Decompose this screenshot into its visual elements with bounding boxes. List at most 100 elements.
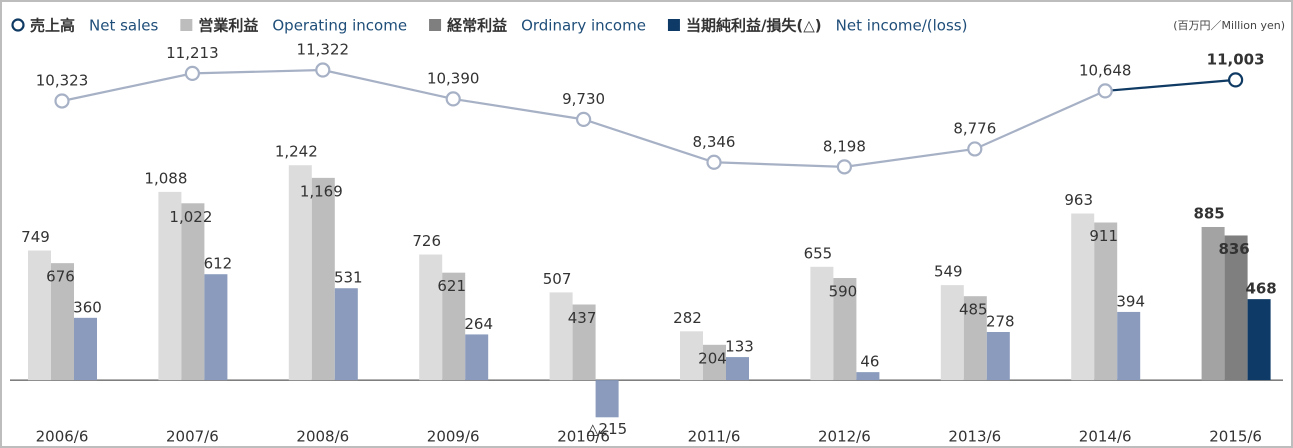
data-label: 9,730 bbox=[562, 90, 605, 108]
line-point bbox=[315, 62, 331, 78]
bar bbox=[833, 278, 857, 381]
bar bbox=[442, 272, 466, 381]
bar bbox=[334, 288, 358, 381]
data-label: 46 bbox=[860, 353, 879, 371]
bar bbox=[158, 191, 182, 381]
x-tick-label: 2008/6 bbox=[296, 428, 349, 446]
line-point bbox=[1097, 83, 1113, 99]
data-label: 655 bbox=[804, 244, 833, 262]
data-label: 1,242 bbox=[275, 143, 318, 161]
bar bbox=[572, 304, 596, 381]
bar bbox=[204, 274, 228, 381]
data-label: 749 bbox=[21, 228, 50, 246]
line-point bbox=[575, 111, 592, 127]
bar bbox=[311, 177, 335, 381]
bar bbox=[963, 296, 987, 381]
legend-label: 売上高 bbox=[30, 17, 75, 35]
data-label: 8,346 bbox=[693, 133, 736, 151]
data-label: 360 bbox=[73, 298, 102, 316]
bar bbox=[1201, 226, 1225, 381]
data-label: 204 bbox=[698, 349, 727, 367]
bar bbox=[28, 250, 51, 381]
data-label: 282 bbox=[673, 309, 702, 327]
data-label: 10,323 bbox=[36, 71, 89, 89]
data-label: △215 bbox=[587, 420, 627, 438]
bar bbox=[986, 332, 1010, 381]
x-tick-label: 2009/6 bbox=[427, 428, 480, 446]
legend-marker bbox=[180, 19, 193, 31]
data-label: 437 bbox=[568, 309, 597, 327]
bar bbox=[465, 334, 489, 381]
data-label: 11,003 bbox=[1207, 50, 1265, 68]
bar bbox=[703, 344, 726, 381]
data-label: 10,648 bbox=[1079, 61, 1132, 79]
line-point bbox=[967, 141, 983, 157]
data-label: 11,213 bbox=[166, 44, 219, 62]
data-label: 394 bbox=[1116, 292, 1145, 310]
line-point bbox=[184, 65, 200, 81]
x-tick-label: 2006/6 bbox=[36, 428, 89, 446]
legend-label: Ordinary income bbox=[521, 17, 646, 35]
data-label: 8,776 bbox=[953, 119, 996, 137]
line-highlight bbox=[1105, 78, 1236, 93]
x-tick-label: 2014/6 bbox=[1079, 428, 1132, 446]
data-label: 11,322 bbox=[297, 41, 350, 59]
bar bbox=[1224, 235, 1248, 381]
line-point bbox=[836, 159, 853, 175]
data-label: 836 bbox=[1218, 240, 1249, 258]
data-label: 621 bbox=[437, 277, 466, 295]
line-point bbox=[54, 93, 70, 109]
data-label: 278 bbox=[986, 313, 1015, 331]
x-tick-label: 2013/6 bbox=[948, 428, 1001, 446]
data-label: 726 bbox=[412, 232, 441, 250]
legend-label: Net sales bbox=[89, 17, 159, 35]
data-label: 133 bbox=[725, 338, 754, 356]
bar bbox=[181, 203, 205, 381]
bar bbox=[51, 263, 74, 381]
bar bbox=[288, 165, 312, 381]
unit-note: (百万円／Million yen) bbox=[1173, 19, 1285, 32]
data-label: 468 bbox=[1245, 280, 1276, 298]
bar bbox=[1071, 213, 1095, 381]
data-label: 911 bbox=[1089, 227, 1118, 245]
legend-label: 当期純利益/損失(△) bbox=[686, 17, 822, 35]
data-label: 963 bbox=[1064, 191, 1093, 209]
bar bbox=[1247, 299, 1271, 381]
line-point bbox=[1227, 72, 1244, 88]
data-label: 531 bbox=[334, 269, 363, 287]
legend-marker bbox=[667, 19, 680, 31]
data-label: 485 bbox=[959, 301, 988, 319]
data-label: 10,390 bbox=[427, 69, 480, 87]
x-tick-label: 2011/6 bbox=[688, 428, 741, 446]
bar bbox=[419, 254, 443, 381]
legend-label: 経常利益 bbox=[447, 17, 507, 35]
data-label: 264 bbox=[464, 315, 493, 333]
line-point bbox=[445, 91, 461, 107]
legend-marker bbox=[11, 18, 25, 32]
legend-marker bbox=[429, 19, 442, 31]
bar bbox=[680, 331, 703, 381]
bar bbox=[856, 372, 880, 381]
bar bbox=[549, 292, 573, 381]
x-tick-label: 2010/6 bbox=[557, 428, 610, 446]
bar bbox=[74, 317, 97, 381]
data-label: 590 bbox=[829, 283, 858, 301]
x-tick-label: 2015/6 bbox=[1209, 428, 1262, 446]
legend-label: 営業利益 bbox=[198, 17, 258, 35]
x-tick-label: 2007/6 bbox=[166, 428, 219, 446]
x-tick-label: 2012/6 bbox=[818, 428, 871, 446]
data-label: 1,022 bbox=[169, 208, 212, 226]
data-label: 8,198 bbox=[823, 137, 866, 155]
line-point bbox=[706, 154, 722, 170]
data-label: 612 bbox=[204, 255, 233, 273]
legend-label: Operating income bbox=[272, 17, 407, 35]
legend-label: Net income/(loss) bbox=[836, 17, 968, 35]
bar bbox=[1094, 222, 1118, 381]
data-label: 885 bbox=[1193, 204, 1224, 222]
data-label: 676 bbox=[46, 268, 75, 286]
bar bbox=[810, 266, 834, 381]
bar bbox=[726, 357, 749, 381]
bar bbox=[940, 285, 964, 381]
